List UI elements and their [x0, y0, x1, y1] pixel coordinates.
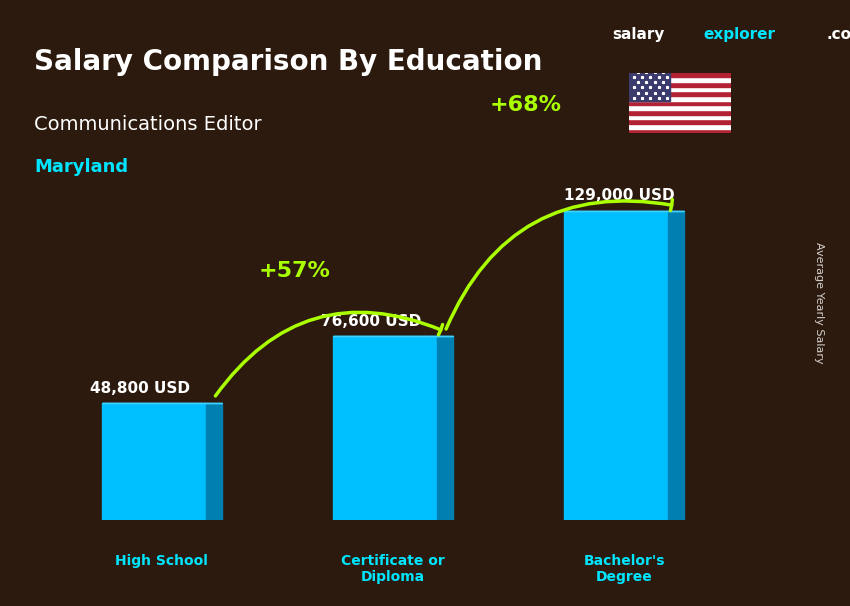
Polygon shape [437, 336, 453, 520]
Text: Maryland: Maryland [34, 158, 128, 176]
Text: +68%: +68% [490, 95, 562, 115]
Text: +57%: +57% [258, 261, 331, 281]
Bar [629, 115, 731, 119]
Text: Certificate or
Diploma: Certificate or Diploma [341, 553, 445, 584]
Text: 129,000 USD: 129,000 USD [564, 188, 675, 204]
Text: 76,600 USD: 76,600 USD [321, 314, 422, 329]
Bar [333, 336, 437, 520]
Bar [102, 403, 206, 520]
Bar [629, 92, 731, 96]
Bar [629, 82, 731, 87]
Bar [629, 124, 731, 128]
Bar [629, 119, 731, 124]
Text: salary: salary [612, 27, 665, 42]
Bar [629, 78, 731, 82]
Bar [629, 73, 731, 78]
Text: Salary Comparison By Education: Salary Comparison By Education [34, 48, 542, 76]
Bar [629, 96, 731, 101]
Text: Average Yearly Salary: Average Yearly Salary [814, 242, 824, 364]
Text: High School: High School [116, 553, 208, 568]
Bar [629, 87, 731, 92]
Bar [629, 73, 670, 101]
Text: Communications Editor: Communications Editor [34, 115, 262, 134]
Text: Bachelor's
Degree: Bachelor's Degree [583, 553, 665, 584]
Polygon shape [206, 403, 222, 520]
Text: .com: .com [826, 27, 850, 42]
Bar [629, 105, 731, 110]
Text: explorer: explorer [704, 27, 776, 42]
Bar [629, 128, 731, 133]
Polygon shape [668, 211, 684, 520]
Text: 48,800 USD: 48,800 USD [90, 381, 190, 396]
Bar [629, 101, 731, 105]
Bar [564, 211, 668, 520]
Bar [629, 110, 731, 115]
